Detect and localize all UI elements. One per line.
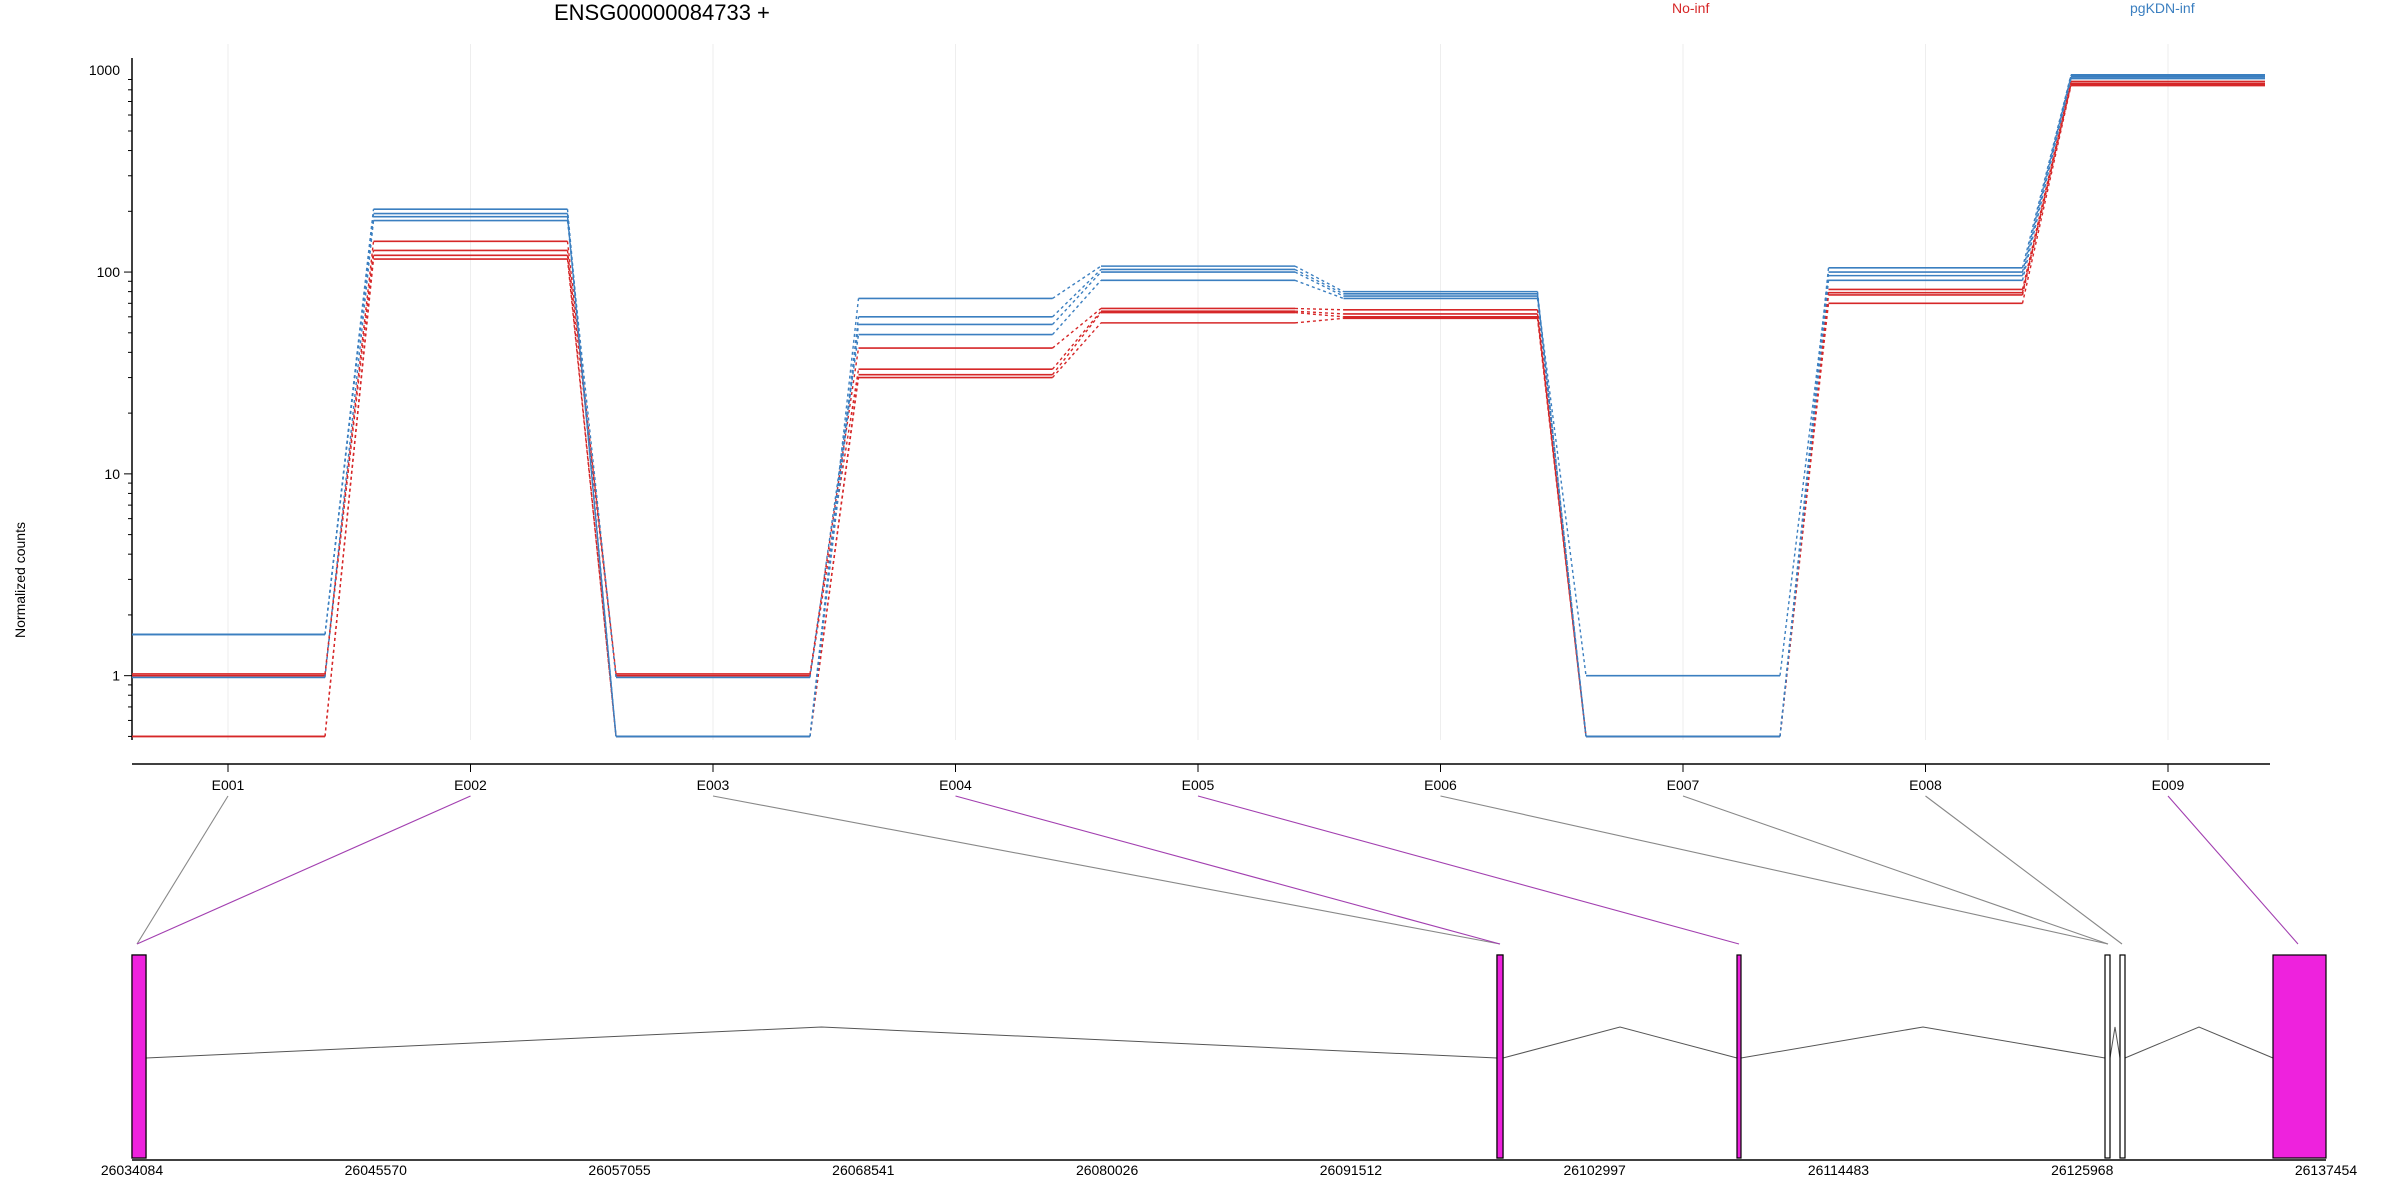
intron-line xyxy=(1502,1026,1738,1059)
connector-segment xyxy=(1779,271,1830,737)
exon-block-e002 xyxy=(131,954,147,1159)
exon-connector-e006 xyxy=(1440,795,2109,945)
connector-segment xyxy=(1051,312,1102,376)
connector-segment xyxy=(1779,303,1830,737)
x-tick-label-e004: E004 xyxy=(939,777,972,793)
connector-segment xyxy=(1051,322,1102,379)
connector-segment xyxy=(1294,279,1344,300)
legend-label-pgkdn-inf: pgKDN-inf xyxy=(2130,0,2195,16)
intron-line xyxy=(2124,1026,2274,1059)
x-tick-label-e001: E001 xyxy=(212,777,245,793)
connector-segment xyxy=(1779,280,1830,737)
connector-segment xyxy=(324,209,375,635)
genomic-coord-label: 26091512 xyxy=(1320,1162,1383,1178)
genomic-coord-label: 26125968 xyxy=(2051,1162,2114,1178)
exon-connector-e004 xyxy=(955,795,1501,945)
y-tick-label: 100 xyxy=(97,264,121,280)
exon-connector-e008 xyxy=(1925,795,2123,945)
y-tick-label: 1 xyxy=(112,668,120,684)
exon-connector-e007 xyxy=(1682,795,2109,945)
connector-segment xyxy=(566,220,617,678)
genomic-coord-label: 26080026 xyxy=(1076,1162,1139,1178)
connector-segment xyxy=(324,220,375,678)
x-tick-label-e003: E003 xyxy=(697,777,730,793)
exon-connector-e002 xyxy=(136,795,471,945)
genomic-coord-label: 26045570 xyxy=(345,1162,408,1178)
intron-line xyxy=(1740,1026,2106,1059)
genomic-coord-label: 26102997 xyxy=(1564,1162,1627,1178)
connector-segment xyxy=(809,334,860,678)
x-tick-label-e008: E008 xyxy=(1909,777,1942,793)
intron-line xyxy=(2109,1026,2121,1059)
genomic-coord-label: 26114483 xyxy=(1808,1162,1869,1178)
exon-block-e006 xyxy=(2104,954,2111,1159)
exon-block-e009 xyxy=(2272,954,2327,1159)
x-tick-label-e009: E009 xyxy=(2152,777,2185,793)
y-tick-label: 1000 xyxy=(89,62,120,78)
connector-segment xyxy=(1051,271,1102,325)
connector-segment xyxy=(809,369,860,676)
connector-segment xyxy=(1052,265,1102,300)
x-tick-label-e006: E006 xyxy=(1424,777,1457,793)
connector-segment xyxy=(324,216,375,635)
connector-segment xyxy=(1051,310,1102,370)
connector-segment xyxy=(1294,307,1344,311)
y-tick-label: 10 xyxy=(104,466,120,482)
exon-connector-e001 xyxy=(136,795,229,945)
connector-segment xyxy=(1294,310,1344,315)
connector-segment xyxy=(809,347,860,675)
connector-segment xyxy=(1536,318,1587,737)
connector-segment xyxy=(1294,317,1344,324)
connector-segment xyxy=(1779,275,1830,676)
connector-segment xyxy=(566,216,617,737)
connector-segment xyxy=(324,250,375,676)
connector-segment xyxy=(566,258,617,737)
series-line-pgkdn-inf-7 xyxy=(132,77,2265,738)
connector-segment xyxy=(1536,316,1587,737)
exon-block-e005 xyxy=(1736,954,1742,1159)
x-tick-label-e005: E005 xyxy=(1182,777,1215,793)
connector-segment xyxy=(2021,78,2072,281)
intron-line xyxy=(145,1026,1498,1059)
genomic-coord-label: 26137454 xyxy=(2295,1162,2358,1178)
connector-segment xyxy=(809,377,860,737)
series-line-pgkdn-inf-6 xyxy=(132,76,2265,738)
genomic-coord-label: 26068541 xyxy=(832,1162,895,1178)
connector-segment xyxy=(1051,279,1102,336)
connector-segment xyxy=(1536,296,1587,676)
connector-segment xyxy=(1052,307,1102,349)
connector-segment xyxy=(566,241,617,675)
exon-block-e004 xyxy=(1496,954,1504,1159)
exon-connector-e005 xyxy=(1197,795,1740,945)
page-title: ENSG00000084733 + xyxy=(554,0,770,25)
genomic-coord-label: 26057055 xyxy=(588,1162,651,1178)
connector-segment xyxy=(1536,298,1587,737)
exon-connector-e003 xyxy=(712,795,1501,945)
connector-segment xyxy=(1294,311,1344,318)
connector-segment xyxy=(1294,268,1344,295)
x-tick-label-e002: E002 xyxy=(454,777,487,793)
genomic-coord-label: 26034084 xyxy=(101,1162,164,1178)
exon-block-e008 xyxy=(2119,954,2126,1159)
connector-segment xyxy=(2021,75,2072,273)
connector-segment xyxy=(1052,268,1102,318)
connector-segment xyxy=(1294,271,1344,297)
connector-segment xyxy=(324,258,375,737)
exon-connector-e009 xyxy=(2167,795,2299,945)
connector-segment xyxy=(1294,265,1344,293)
x-tick-label-e007: E007 xyxy=(1667,777,1700,793)
connector-segment xyxy=(2021,85,2072,304)
legend-label-no-inf: No-inf xyxy=(1672,0,1710,16)
